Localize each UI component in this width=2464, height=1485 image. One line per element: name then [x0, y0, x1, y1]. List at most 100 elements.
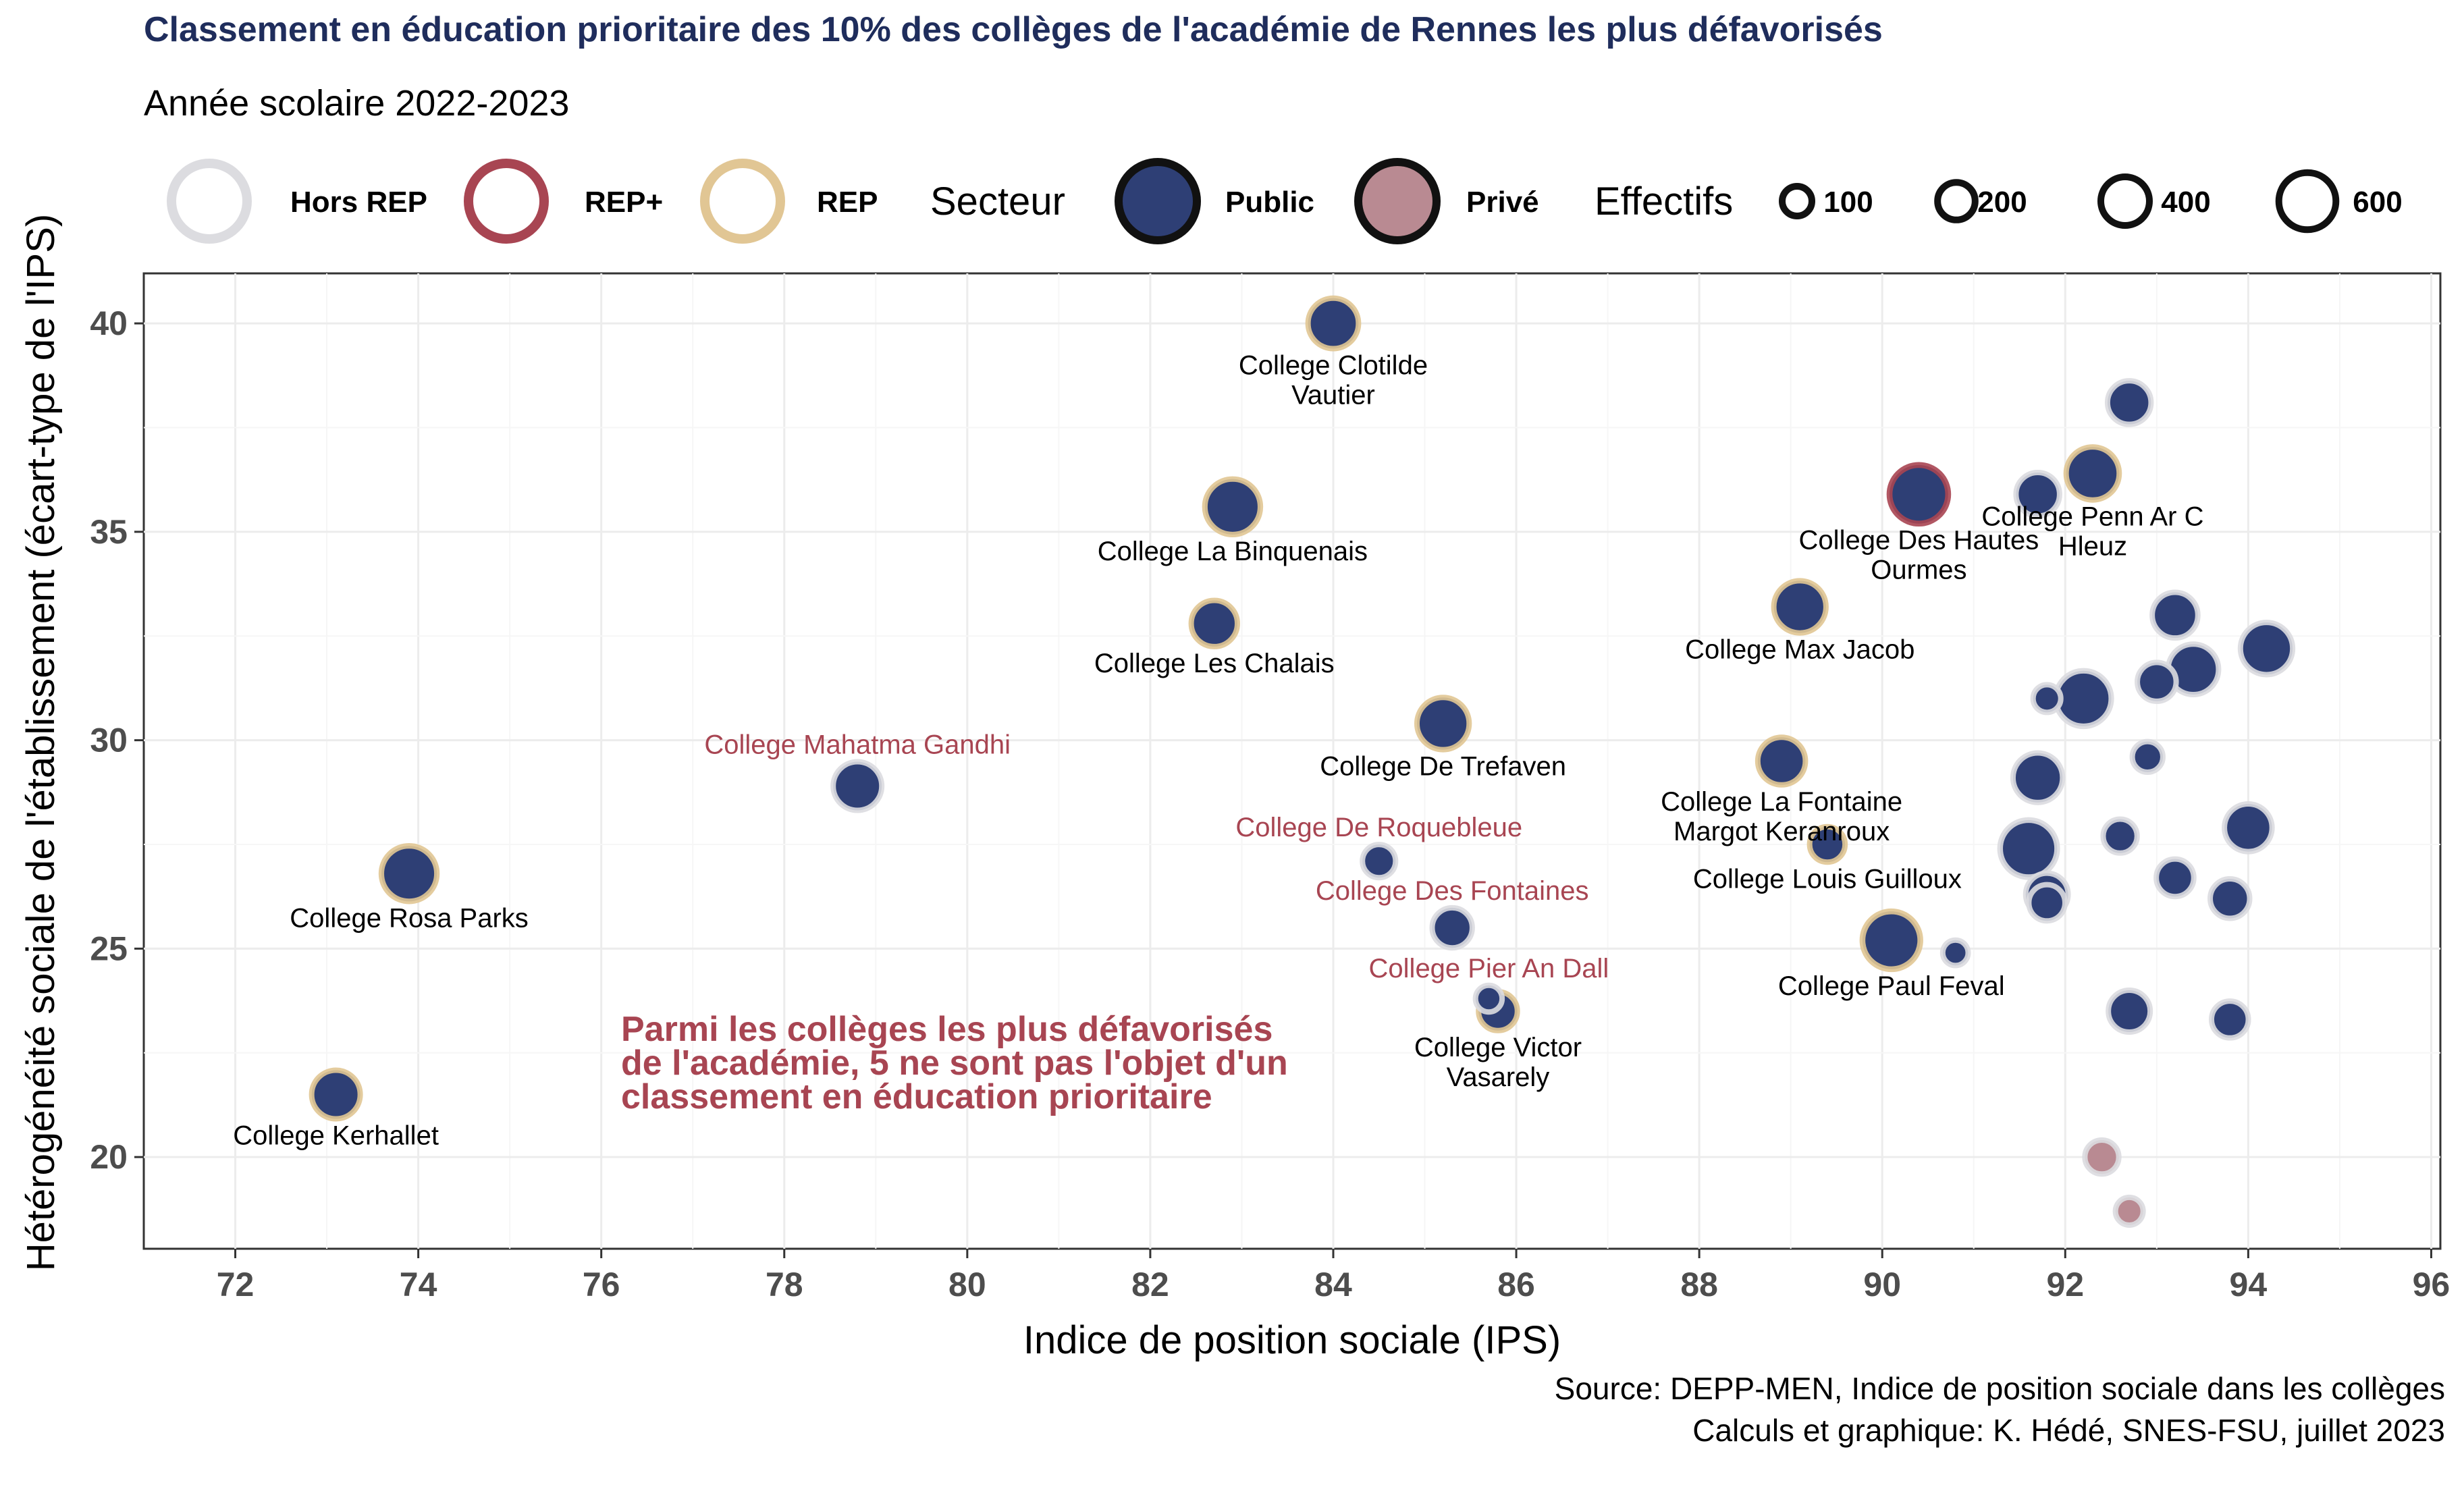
point-label: Margot Keranroux	[1673, 817, 1890, 846]
legend-key-hors_rep	[167, 159, 252, 244]
point-labels: College Kerhallet College Rosa Parks Colle…	[233, 350, 2203, 1150]
data-point	[2112, 1194, 2146, 1228]
x-tick-label: 78	[766, 1266, 803, 1303]
data-point	[2237, 620, 2296, 678]
data-point	[1188, 597, 1240, 649]
annotation-line: classement en éducation prioritaire	[621, 1077, 1212, 1116]
point-label: College Louis Guilloux	[1693, 864, 1962, 894]
legend-label: Hors REP	[290, 186, 427, 219]
data-point	[1305, 295, 1362, 352]
y-tick-label: 30	[90, 722, 128, 759]
point-label: College Kerhallet	[233, 1121, 439, 1151]
legend-label: Public	[1225, 186, 1314, 219]
data-point	[2207, 876, 2253, 921]
point-label: College Max Jacob	[1685, 635, 1914, 665]
data-point	[1429, 905, 1475, 951]
data-point	[2149, 589, 2201, 641]
legend-key-rep_plus	[464, 159, 549, 244]
x-tick-label: 86	[1497, 1266, 1535, 1303]
point-label: Vasarely	[1447, 1062, 1550, 1092]
point-label: College Mahatma Gandhi	[704, 730, 1011, 760]
x-tick-label: 84	[1314, 1266, 1352, 1303]
y-tick-label: 35	[90, 513, 128, 551]
data-point	[1755, 734, 1809, 788]
x-tick-label: 90	[1863, 1266, 1901, 1303]
legend-label: REP+	[585, 186, 663, 219]
y-tick-label: 20	[90, 1138, 128, 1176]
data-point	[2026, 882, 2068, 924]
data-point	[2063, 444, 2122, 503]
point-label: Vautier	[1291, 380, 1375, 410]
x-tick-label: 88	[1680, 1266, 1718, 1303]
x-tick-label: 74	[400, 1266, 437, 1303]
legend-label: 200	[1977, 186, 2027, 219]
legend-size-key	[1934, 179, 1979, 223]
point-label: College La Fontaine	[1661, 787, 1902, 817]
legend-title-secteur: Secteur	[930, 180, 1065, 223]
point-label: Hleuz	[2058, 532, 2127, 562]
data-point	[2013, 470, 2062, 519]
x-tick-label: 94	[2230, 1266, 2268, 1303]
data-point	[1360, 842, 1399, 881]
point-label: College Victor	[1414, 1033, 1582, 1062]
legend-size-key	[2275, 169, 2340, 234]
y-tick-label: 40	[90, 304, 128, 342]
data-point	[2030, 682, 2064, 716]
data-point	[2104, 378, 2154, 427]
data-point	[830, 759, 885, 813]
annotation-line: de l'académie, 5 ne sont pas l'objet d'u…	[621, 1044, 1288, 1083]
point-label: College Clotilde	[1239, 350, 1428, 380]
data-points	[309, 295, 2296, 1228]
legend-key-public	[1115, 158, 1201, 244]
legend-title-effectifs: Effectifs	[1595, 180, 1733, 223]
point-label: College Des Hautes	[1799, 526, 2039, 556]
x-tick-label: 72	[217, 1266, 255, 1303]
data-point	[309, 1067, 363, 1122]
legend-key-rep	[700, 159, 785, 244]
point-label: College Rosa Parks	[290, 903, 529, 933]
annotation: Parmi les collèges les plus défavorisés d…	[621, 1010, 1288, 1116]
legend-label: 100	[1823, 186, 1873, 219]
point-label: College La Binquenais	[1098, 537, 1368, 566]
data-point	[2208, 998, 2251, 1041]
x-tick-label: 96	[2413, 1266, 2450, 1303]
data-point	[1997, 817, 2060, 880]
point-label: College De Trefaven	[1320, 752, 1566, 782]
data-point	[1202, 476, 1264, 538]
x-tick-label: 82	[1131, 1266, 1169, 1303]
legend-label: 400	[2161, 186, 2210, 219]
data-point	[1771, 578, 1829, 636]
x-tick-label: 76	[583, 1266, 620, 1303]
data-point	[2222, 801, 2275, 855]
point-label: College Pier An Dall	[1369, 954, 1609, 983]
data-point	[2153, 856, 2197, 900]
data-point	[1939, 937, 1971, 969]
data-point	[1806, 824, 1848, 865]
data-point	[2100, 816, 2140, 856]
legend-size-key	[1779, 183, 1815, 219]
data-point	[2129, 738, 2166, 776]
legend-label: Privé	[1466, 186, 1539, 219]
grid	[144, 273, 2440, 1249]
x-tick-label: 80	[948, 1266, 986, 1303]
data-point	[1414, 695, 1472, 753]
x-tick-label: 92	[2046, 1266, 2084, 1303]
chart-title: Classement en éducation prioritaire des …	[144, 10, 1883, 49]
source-line-2: Calculs et graphique: K. Hédé, SNES-FSU,…	[1692, 1413, 2445, 1448]
legend-label: 600	[2353, 186, 2402, 219]
x-axis-title: Indice de position sociale (IPS)	[1023, 1318, 1561, 1362]
y-axis-title: Hétérogénéité sociale de l'établissement…	[19, 214, 63, 1271]
data-point	[1472, 982, 1505, 1015]
data-point	[2053, 668, 2114, 730]
source-line-1: Source: DEPP-MEN, Indice de position soc…	[1554, 1371, 2445, 1406]
point-label: College Paul Feval	[1778, 971, 2005, 1001]
legend-key-prive	[1354, 158, 1441, 244]
data-point	[1886, 462, 1952, 527]
point-label: College Des Fontaines	[1316, 876, 1589, 906]
legend-label: REP	[817, 186, 878, 219]
point-label: College De Roquebleue	[1235, 813, 1522, 842]
axes: 72 74 76 78 80 82 84 86 88 90 92 94 96 20 25 30 35 40	[90, 304, 2450, 1303]
data-point	[2082, 1137, 2122, 1177]
point-label: College Penn Ar C	[1981, 502, 2203, 532]
